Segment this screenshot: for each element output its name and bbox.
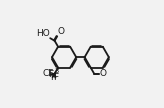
Text: 3: 3 [54, 68, 59, 74]
Text: O: O [58, 27, 65, 36]
Text: HO: HO [36, 29, 50, 38]
Text: F: F [50, 73, 55, 82]
Text: CF: CF [43, 69, 54, 78]
Text: F: F [48, 70, 53, 79]
Text: F: F [53, 73, 58, 82]
Text: O: O [99, 69, 106, 78]
